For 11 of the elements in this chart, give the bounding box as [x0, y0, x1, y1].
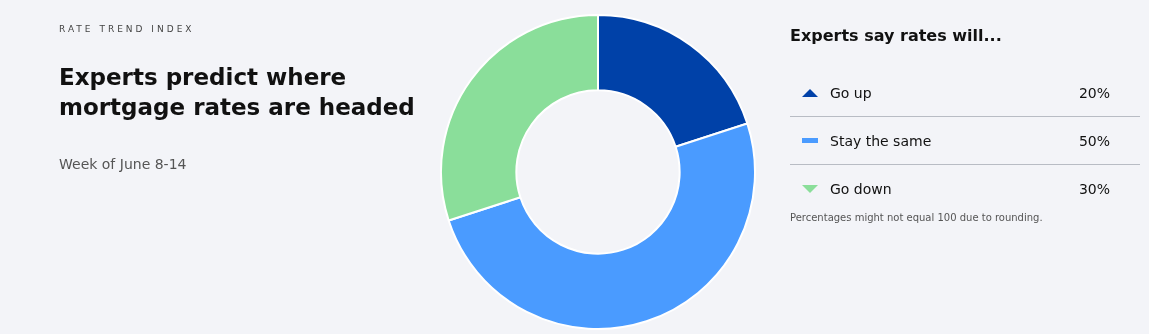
data-label: 30% — [1077, 180, 1110, 197]
legend-title: Experts say rates will... — [790, 26, 1003, 45]
legend-label: Stay the same — [830, 132, 933, 149]
text: RATE TREND INDEX — [59, 24, 195, 34]
legend-label: Go up — [830, 84, 873, 101]
text: Week of June 8-14 — [59, 156, 187, 172]
legend-label: Go down — [830, 180, 893, 197]
text: Experts predict where mortgage rates are headed — [59, 63, 416, 122]
data-label: 50% — [1077, 132, 1110, 149]
data-label: 20% — [1077, 84, 1110, 101]
text: Percentages might not equal 100 due to rounding. — [790, 212, 1044, 223]
